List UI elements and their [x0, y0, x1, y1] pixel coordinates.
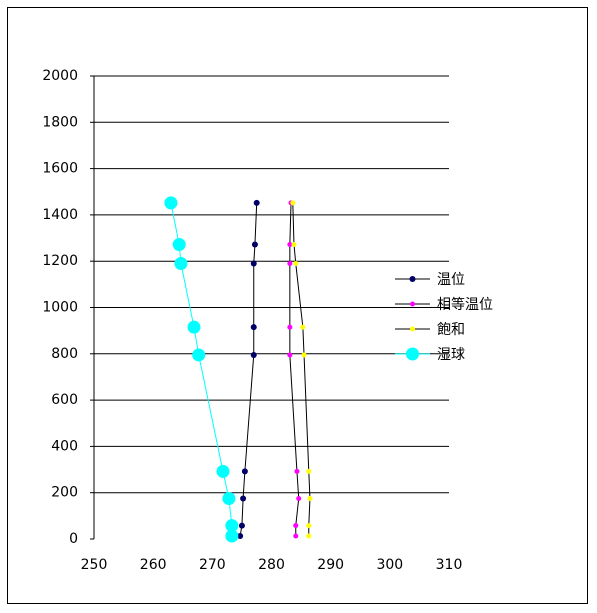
marker — [291, 242, 297, 248]
marker — [240, 495, 247, 502]
marker — [251, 241, 258, 248]
marker — [250, 324, 257, 331]
marker — [237, 532, 244, 539]
marker — [307, 495, 313, 501]
marker — [241, 468, 248, 475]
marker — [250, 260, 257, 267]
marker — [287, 261, 293, 267]
marker — [293, 533, 299, 539]
y-tick-label: 600 — [51, 392, 78, 408]
x-tick-label: 290 — [317, 557, 344, 573]
marker — [225, 529, 239, 543]
marker — [293, 261, 299, 267]
marker — [306, 523, 312, 529]
marker — [225, 519, 239, 533]
marker — [172, 238, 186, 252]
y-tick-label: 800 — [51, 346, 78, 362]
y-tick-label: 1200 — [42, 253, 78, 269]
marker — [222, 491, 236, 505]
marker — [164, 196, 178, 210]
chart-border — [7, 7, 588, 604]
x-tick-label: 260 — [140, 557, 167, 573]
legend-marker — [410, 301, 415, 307]
legend-label: 湿球 — [437, 347, 465, 363]
marker — [293, 523, 299, 529]
marker — [238, 522, 245, 529]
x-tick-label: 280 — [258, 557, 285, 573]
marker — [192, 348, 206, 362]
y-tick-label: 1000 — [42, 300, 78, 316]
legend-marker — [406, 347, 419, 361]
x-tick-label: 250 — [81, 557, 108, 573]
legend-label: 温位 — [437, 272, 465, 288]
marker — [287, 352, 293, 358]
x-tick-label: 270 — [199, 557, 226, 573]
y-tick-label: 200 — [51, 485, 78, 501]
marker — [253, 199, 260, 206]
marker — [306, 468, 312, 474]
marker — [287, 242, 293, 248]
y-tick-label: 400 — [51, 438, 78, 454]
marker — [294, 468, 300, 474]
legend-label: 飽和 — [437, 321, 465, 338]
y-tick-label: 1400 — [42, 207, 78, 223]
y-tick-label: 1600 — [42, 161, 78, 177]
marker — [296, 495, 302, 501]
marker — [287, 324, 293, 330]
marker — [300, 324, 306, 330]
marker — [250, 351, 257, 358]
marker — [301, 352, 307, 358]
legend-marker — [410, 326, 415, 332]
marker — [216, 464, 230, 478]
marker — [306, 533, 312, 539]
legend-marker — [409, 276, 416, 282]
y-tick-label: 0 — [69, 531, 78, 547]
x-tick-label: 310 — [436, 557, 463, 573]
legend-label: 相等温位 — [437, 296, 493, 313]
y-tick-label: 1800 — [42, 114, 78, 130]
marker — [174, 257, 188, 271]
y-tick-label: 2000 — [42, 68, 78, 84]
marker — [187, 320, 201, 334]
marker — [290, 200, 296, 206]
x-tick-label: 300 — [376, 557, 403, 573]
